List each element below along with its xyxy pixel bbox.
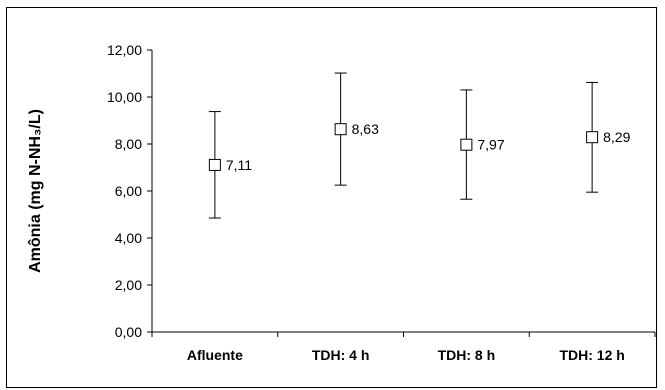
x-tick-label: TDH: 8 h [438,347,496,363]
data-label: 7,97 [477,137,504,153]
data-point-marker [586,131,599,144]
y-tick-label: 6,00 [115,183,142,199]
data-point-marker [460,138,473,151]
y-tick-label: 8,00 [115,136,142,152]
y-tick-label: 0,00 [115,324,142,340]
x-tick-label: Afluente [187,347,243,363]
data-point-marker [334,123,347,136]
chart-frame [6,7,657,388]
x-tick-label: TDH: 4 h [312,347,370,363]
data-point-marker [208,158,221,171]
axes [151,50,655,333]
x-ticks: Afluente TDH: 4 h TDH: 8 h TDH: 12 h [151,332,656,363]
data-label: 8,29 [603,129,630,145]
data-label: 7,11 [226,157,252,173]
y-tick-label: 2,00 [115,277,142,293]
y-tick-label: 4,00 [115,230,142,246]
x-tick-label: TDH: 12 h [559,347,624,363]
data-label: 8,63 [352,121,379,137]
y-tick-label: 10,00 [107,89,142,105]
y-tick-label: 12,00 [107,42,142,58]
y-axis-label: Amônia (mg N-NH₃/L) [27,109,44,273]
data-marks: 7,11 8,63 7,97 8,29 [208,72,631,219]
y-ticks: 0,00 2,00 4,00 6,00 8,00 10,00 12,00 [107,42,152,340]
